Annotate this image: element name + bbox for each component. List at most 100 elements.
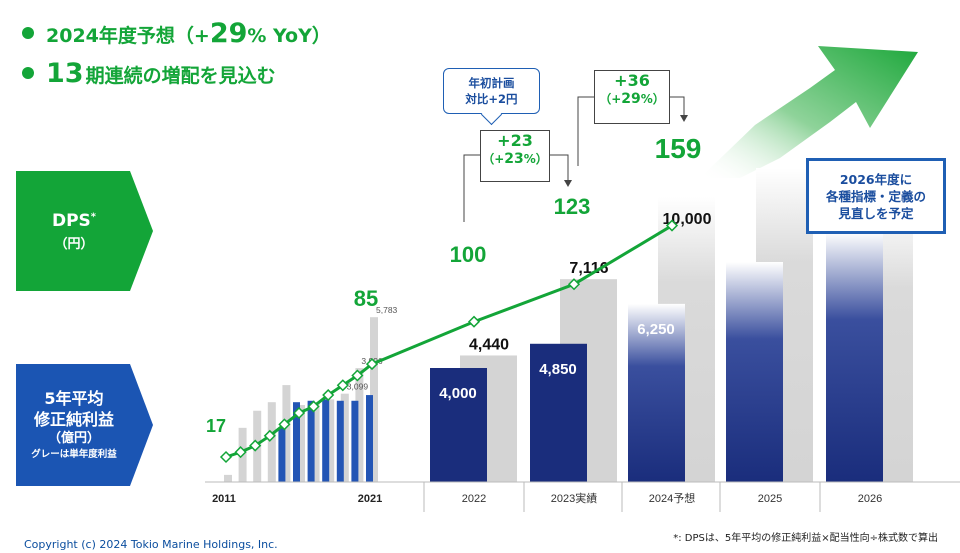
avg-bar-2017 xyxy=(307,400,315,482)
gray-bar-2017 xyxy=(311,402,320,482)
callout-line2: 対比+2円 xyxy=(465,92,518,106)
dps-label-2011: 17 xyxy=(206,416,226,436)
increase-2023-arrowhead-icon xyxy=(564,180,572,187)
dps-point-2015 xyxy=(278,418,291,431)
dps-point-2019 xyxy=(336,379,349,392)
increase-2023-value: +23 xyxy=(497,131,533,150)
increase-2024-annotation: +36 （+29%） xyxy=(594,70,670,124)
increase-2024-connector-left xyxy=(577,96,594,166)
dps-point-2011 xyxy=(219,450,233,464)
dps-point-2022 xyxy=(467,315,481,328)
dps-point-2012 xyxy=(234,446,247,459)
x-tick-label-2026: 2026 xyxy=(858,493,882,505)
avg-bar-label-2023実績: 4,850 xyxy=(539,361,577,378)
dps-point-2020 xyxy=(351,369,364,382)
headline-forecast-suffix: % YoY） xyxy=(247,25,331,47)
headline-dividend-streak: 13 期連続の増配を見込む xyxy=(22,58,276,89)
dps-unit: （円） xyxy=(54,236,94,252)
profit-unit: （億円） xyxy=(47,431,100,446)
increase-2023-annotation: +23 （+23%） xyxy=(480,130,550,182)
gray-bar-label-2021: 5,783 xyxy=(376,305,398,315)
dps-point-2024 xyxy=(665,219,679,232)
headline-streak-number: 13 xyxy=(46,58,84,89)
avg-bar-2019 xyxy=(336,400,344,482)
headline-forecast: 2024年度予想（+ 29% YoY） xyxy=(22,18,331,49)
dps-label-2023: 123 xyxy=(554,194,591,219)
increase-2023-connector-left xyxy=(463,154,480,222)
gray-bar-2018 xyxy=(326,399,335,482)
gray-bar-2015 xyxy=(282,385,291,482)
review-2026-line1: 2026年度に xyxy=(839,171,913,187)
bullet-dot xyxy=(22,67,34,79)
dps-point-2014 xyxy=(263,429,276,442)
profit-label-pill: 5年平均 修正純利益 （億円） グレーは単年度利益 xyxy=(16,364,153,486)
avg-bar-2021 xyxy=(366,395,373,482)
headline-forecast-prefix: 2024年度予想（+ xyxy=(46,25,210,47)
review-2026-box: 2026年度に 各種指標・定義の 見直しを予定 xyxy=(806,158,946,234)
dps-point-2016 xyxy=(292,406,306,420)
profit-gray-note: グレーは単年度利益 xyxy=(31,449,117,460)
avg-bar-2015 xyxy=(278,427,286,482)
x-tick-label-2011: 2011 xyxy=(212,493,236,505)
increase-2024-pct: 29 xyxy=(621,91,641,107)
review-2026-line2: 各種指標・定義の xyxy=(825,188,926,204)
increase-2024-pct-close: %） xyxy=(640,92,665,106)
increase-2023-connector-right xyxy=(548,154,569,182)
avg-bar-2024予想 xyxy=(628,303,685,482)
gray-bar-2016 xyxy=(297,405,305,482)
increase-2024-connector-right xyxy=(668,96,685,117)
x-tick-label-2022: 2022 xyxy=(462,493,486,505)
avg-bar-label-2022: 4,000 xyxy=(439,385,477,402)
gray-bar-2011 xyxy=(224,474,232,482)
dps-title: DPS xyxy=(51,210,91,231)
avg-bar-label-2024予想: 6,250 xyxy=(637,321,675,338)
bullet-dot xyxy=(22,27,34,39)
avg-bar-2018 xyxy=(322,399,330,482)
avg-bar-2022 xyxy=(430,368,487,482)
headline-forecast-number: 29 xyxy=(209,18,248,49)
avg-bar-2026 xyxy=(826,232,883,482)
profit-title-line2: 修正純利益 xyxy=(33,410,114,429)
x-tick-label-2021: 2021 xyxy=(358,493,382,505)
increase-2023-pct-close: %） xyxy=(523,152,548,166)
avg-bar-2020 xyxy=(351,400,359,482)
growth-arrow-icon xyxy=(700,46,918,178)
dps-point-2021 xyxy=(365,358,379,371)
dps-label-2022: 100 xyxy=(450,242,487,267)
x-tick-label-2023実績: 2023実績 xyxy=(551,491,597,505)
gray-bar-label-2022: 4,440 xyxy=(469,336,509,353)
dps-label-pill: DPS* （円） xyxy=(16,171,153,291)
increase-2024-arrowhead-icon xyxy=(680,115,688,122)
dps-point-2013 xyxy=(249,439,262,452)
avg-bar-2023実績 xyxy=(530,343,587,482)
gray-bar-2021 xyxy=(370,317,378,482)
dps-point-2017 xyxy=(307,400,320,413)
dps-asterisk: * xyxy=(90,210,97,222)
gray-bar-2014 xyxy=(267,402,276,482)
headline-streak-text: 期連続の増配を見込む xyxy=(85,65,276,87)
dps-footnote: *: DPSは、5年平均の修正純利益×配当性向÷株式数で算出 xyxy=(673,533,938,544)
gray-bar-label-2023実績: 7,116 xyxy=(569,260,608,277)
avg-bar-2025 xyxy=(726,262,783,482)
gray-bar-2019 xyxy=(340,393,349,482)
increase-2024-pct-open: （+ xyxy=(599,92,622,106)
dps-pill-shape xyxy=(16,171,153,291)
gray-bar-2020 xyxy=(355,368,364,482)
increase-2023-pct: 23 xyxy=(504,151,524,167)
avg-bar-2016 xyxy=(293,402,300,482)
increase-2023-pct-open: （+ xyxy=(482,152,505,166)
profit-pill-shape xyxy=(16,364,153,486)
dps-label-2024: 159 xyxy=(655,133,702,164)
x-tick-label-2025: 2025 xyxy=(758,493,782,505)
plan-comparison-callout: 年初計画 対比+2円 xyxy=(443,68,540,126)
dps-label-2021: 85 xyxy=(354,286,378,311)
dps-point-2018 xyxy=(322,388,335,402)
gray-bar-label-2019: 3,099 xyxy=(347,382,369,392)
x-tick-label-2024予想: 2024予想 xyxy=(649,491,695,505)
profit-title-line1: 5年平均 xyxy=(44,389,104,408)
copyright-text: Copyright (c) 2024 Tokio Marine Holdings… xyxy=(24,538,278,551)
callout-line1: 年初計画 xyxy=(468,76,515,90)
dps-point-2023 xyxy=(567,278,581,291)
increase-2024-value: +36 xyxy=(614,71,650,90)
